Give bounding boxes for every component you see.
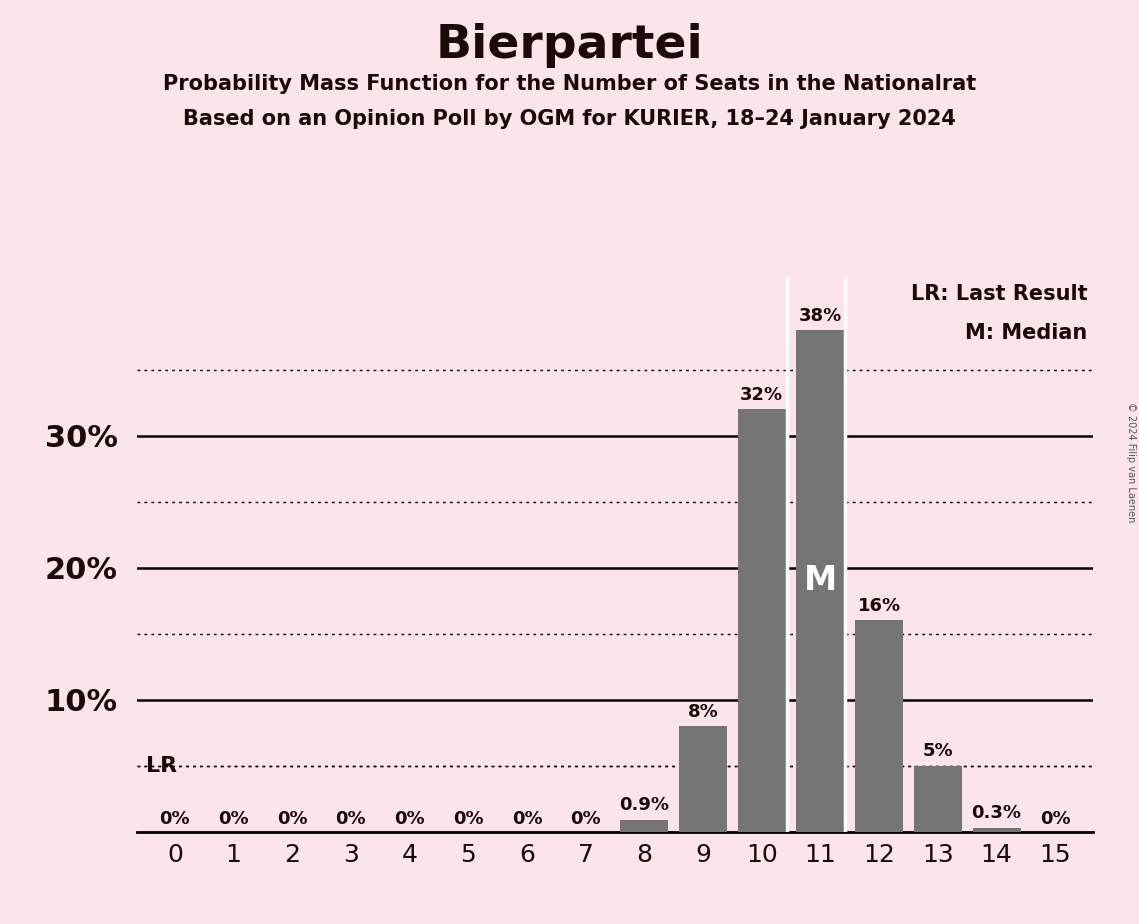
Bar — [796, 330, 844, 832]
Text: M: Median: M: Median — [966, 323, 1088, 344]
Text: Probability Mass Function for the Number of Seats in the Nationalrat: Probability Mass Function for the Number… — [163, 74, 976, 94]
Text: 0%: 0% — [571, 809, 601, 828]
Text: 0%: 0% — [453, 809, 484, 828]
Text: 8%: 8% — [688, 703, 719, 721]
Text: 0.3%: 0.3% — [972, 805, 1022, 822]
Text: 0.9%: 0.9% — [620, 796, 670, 814]
Text: Bierpartei: Bierpartei — [435, 23, 704, 68]
Text: 38%: 38% — [798, 307, 842, 324]
Bar — [973, 828, 1021, 832]
Text: LR: Last Result: LR: Last Result — [911, 284, 1088, 304]
Text: 0%: 0% — [219, 809, 248, 828]
Text: 0%: 0% — [336, 809, 367, 828]
Text: 5%: 5% — [923, 742, 953, 760]
Bar — [855, 620, 903, 832]
Text: M: M — [804, 565, 837, 597]
Bar — [913, 766, 962, 832]
Bar — [738, 409, 786, 832]
Text: © 2024 Filip van Laenen: © 2024 Filip van Laenen — [1126, 402, 1136, 522]
Text: LR: LR — [146, 756, 178, 775]
Text: 0%: 0% — [277, 809, 308, 828]
Text: 0%: 0% — [511, 809, 542, 828]
Text: Based on an Opinion Poll by OGM for KURIER, 18–24 January 2024: Based on an Opinion Poll by OGM for KURI… — [183, 109, 956, 129]
Text: 0%: 0% — [159, 809, 190, 828]
Text: 16%: 16% — [858, 597, 901, 615]
Text: 0%: 0% — [394, 809, 425, 828]
Text: 32%: 32% — [740, 386, 784, 404]
Bar — [679, 726, 727, 832]
Text: 0%: 0% — [1040, 809, 1071, 828]
Bar — [621, 820, 669, 832]
